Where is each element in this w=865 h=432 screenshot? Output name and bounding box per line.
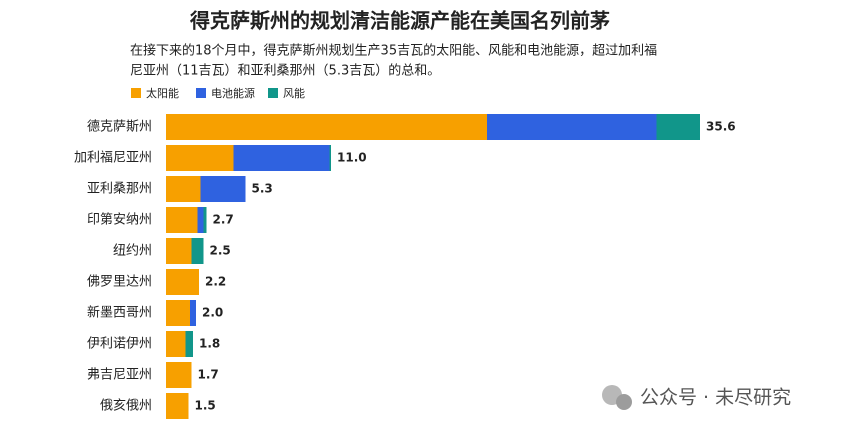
bar-segment <box>166 114 487 140</box>
bar-segment <box>191 238 204 264</box>
y-tick-label: 新墨西哥州 <box>87 305 152 321</box>
y-tick-label: 德克萨斯州 <box>87 120 152 135</box>
legend-swatch <box>196 88 206 98</box>
bar-segment <box>166 393 189 419</box>
legend-swatch <box>131 88 141 98</box>
total-label: 2.5 <box>210 244 231 258</box>
bar-segment <box>166 145 234 171</box>
total-label: 11.0 <box>337 151 367 165</box>
bar-segment <box>487 114 657 140</box>
bar-segment <box>233 145 330 171</box>
subtitle: 尼亚州（11吉瓦）和亚利桑那州（5.3吉瓦）的总和。 <box>130 63 440 79</box>
bar-segment <box>190 300 196 326</box>
legend-label: 风能 <box>283 86 305 100</box>
total-label: 1.7 <box>198 368 219 382</box>
chart-title: 得克萨斯州的规划清洁能源产能在美国名列前茅 <box>189 9 610 33</box>
y-tick-label: 纽约州 <box>113 244 152 259</box>
y-tick-label: 佛罗里达州 <box>87 275 152 290</box>
total-label: 1.8 <box>199 337 220 351</box>
y-tick-label: 亚利桑那州 <box>87 182 152 197</box>
subtitle: 在接下来的18个月中，得克萨斯州规划生产35吉瓦的太阳能、风能和电池能源，超过加… <box>130 43 657 59</box>
bar-segment <box>166 207 198 233</box>
bar-segment <box>656 114 700 140</box>
y-tick-label: 弗吉尼亚州 <box>87 368 152 383</box>
bar-segment <box>166 300 190 326</box>
bar-segment <box>166 269 199 295</box>
total-label: 2.7 <box>213 213 234 227</box>
bar-segment <box>166 176 201 202</box>
y-tick-label: 伊利诺伊州 <box>87 337 152 352</box>
bar-segment <box>166 331 186 357</box>
bar-segment <box>200 176 246 202</box>
total-label: 2.2 <box>205 275 226 289</box>
total-label: 2.0 <box>202 306 223 320</box>
y-tick-label: 印第安纳州 <box>87 213 152 228</box>
wechat-icon <box>602 385 632 410</box>
watermark: 公众号 · 未尽研究 <box>640 387 791 409</box>
total-label: 35.6 <box>706 120 736 134</box>
total-label: 1.5 <box>195 399 216 413</box>
bar-segment <box>329 145 331 171</box>
bar-segment <box>185 331 193 357</box>
bar-segment <box>203 207 207 233</box>
y-tick-label: 加利福尼亚州 <box>74 151 152 166</box>
bar-segment <box>166 238 192 264</box>
bar-segment <box>197 207 204 233</box>
legend-label: 太阳能 <box>146 86 179 100</box>
y-tick-label: 俄亥俄州 <box>100 399 152 414</box>
legend-swatch <box>268 88 278 98</box>
legend-label: 电池能源 <box>211 86 255 100</box>
bar-segment <box>166 362 192 388</box>
total-label: 5.3 <box>252 182 273 196</box>
